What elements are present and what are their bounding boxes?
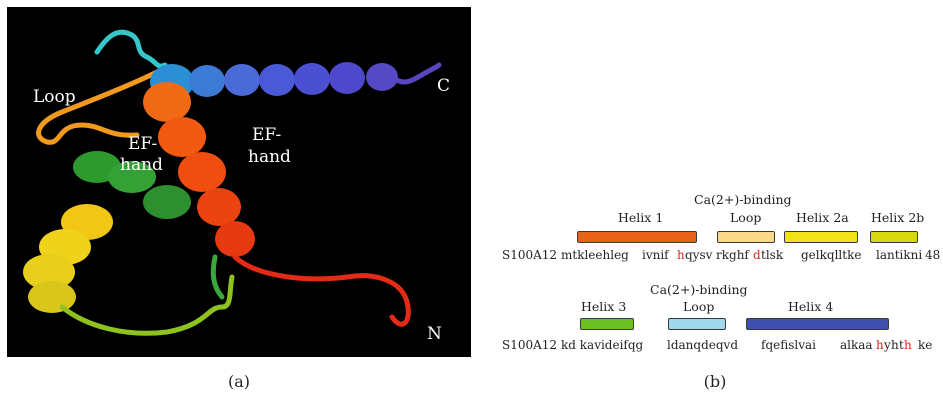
helix2b-label: Helix 2b [871,210,925,225]
loop-bar-row1 [717,231,775,243]
helix-green-ribbon [73,151,191,219]
seq-row2-seg2: ldanqdeqvd [667,338,739,352]
seq-row2-seg4f: h [904,338,912,352]
ef-hand-label-1-line2: hand [120,155,163,175]
loop-label-row2: Loop [683,299,715,314]
n-terminus-label: N [427,324,442,344]
loop-bar-row2 [668,318,726,330]
seq-row2-seg1: kd kavideifqg [561,338,644,352]
seq-row2-seg4e: t [899,338,904,352]
ca-binding-label-row1: Ca(2+)-binding [694,192,792,207]
ca-binding-label-row2: Ca(2+)-binding [650,282,748,297]
seq-row1-seg3c: tlsk [761,248,784,262]
ef-hand-label-2-line1: EF- [252,125,282,145]
helix-yellow-ribbon [23,204,113,313]
seq-row1-seg3b: d [753,248,761,262]
seq-row1-seg5: lantikni [876,248,923,262]
loop-label: Loop [33,87,76,107]
helix3-bar [580,318,634,330]
helix2b-bar [870,231,918,243]
seq-row1-seg3a: rkghf [716,248,749,262]
seq-row1-seg2b: h [677,248,685,262]
seq-row1-end: 48 [925,248,941,262]
helix-3-ribbon [143,82,255,257]
helix1-bar [577,231,697,243]
seq-row1-seg2c: qysv [685,248,713,262]
c-terminus-label: C [437,76,451,96]
caption-b: (b) [703,372,727,391]
helix1-label: Helix 1 [618,210,664,225]
protein-structure-image: Loop EF- hand EF- hand C N [7,7,471,357]
ef-hand-label-2-line2: hand [248,147,291,167]
seq-row2-seg4c: y [884,338,891,352]
seq-row1-seg4: gelkqlltke [801,248,862,262]
helix3-label: Helix 3 [581,299,627,314]
seq-row1-seg2a: ivnif [642,248,669,262]
loop-label-row1: Loop [730,210,762,225]
helix-4-ribbon [150,62,442,100]
protein-name-row1: S100A12 [502,248,558,262]
seq-row2-seg4b: h [876,338,884,352]
seq-row2-seg3: fqefislvai [761,338,816,352]
seq-row2-seg5: ke [918,338,933,352]
ribbon-diagram [23,29,442,336]
helix2a-bar [784,231,858,243]
helix4-label: Helix 4 [788,299,834,314]
caption-a: (a) [227,372,251,391]
seq-row2-seg4a: alkaa [840,338,873,352]
seq-row2-seg4d: h [891,338,899,352]
helix4-bar [746,318,889,330]
helix2a-label: Helix 2a [796,210,849,225]
ef-hand-label-1-line1: EF- [128,134,158,154]
seq-row1-seg1: mtkleehleg [561,248,629,262]
protein-name-row2: S100A12 [502,338,558,352]
